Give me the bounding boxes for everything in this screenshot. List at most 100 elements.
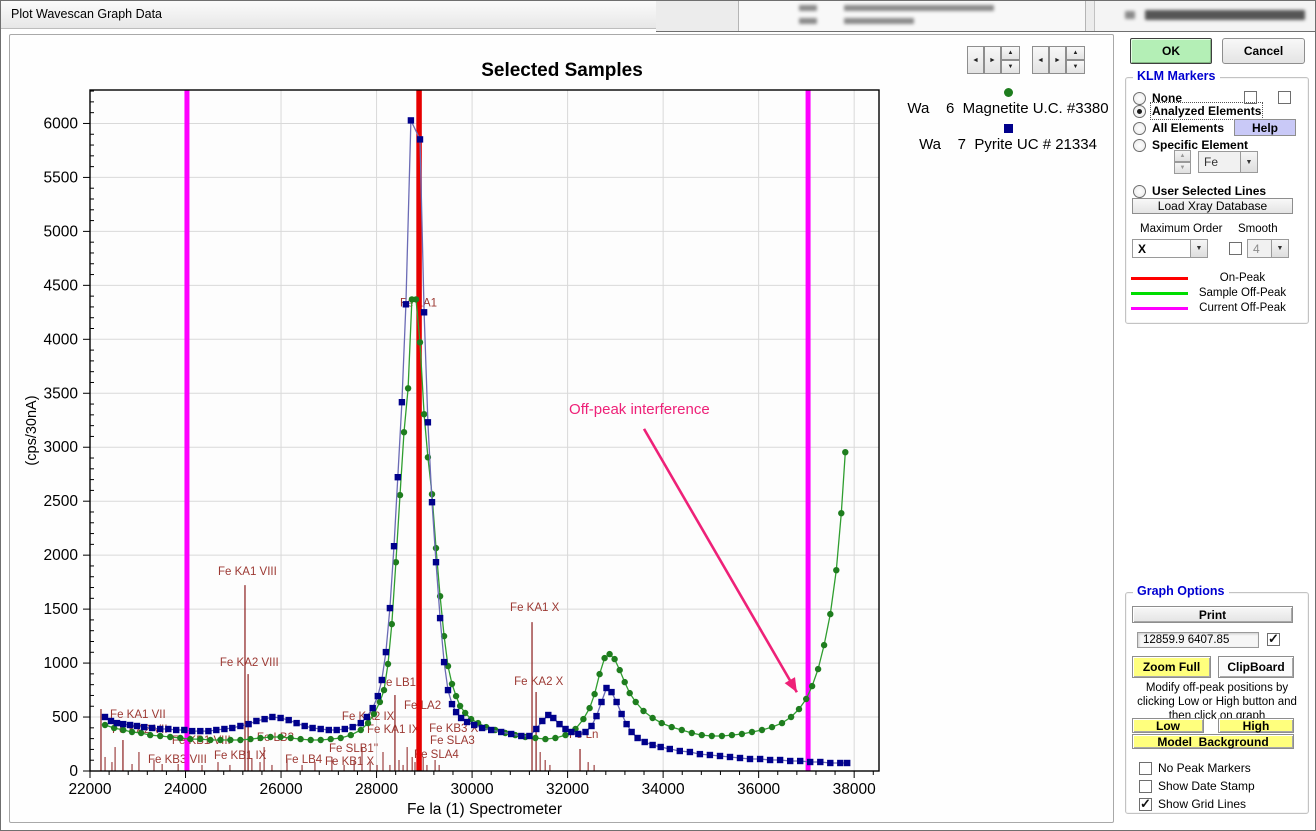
svg-text:5000: 5000 — [44, 223, 79, 240]
element-select[interactable]: Fe ▼ — [1198, 151, 1258, 173]
zoom-full-button[interactable]: Zoom Full — [1132, 656, 1211, 678]
legend-item-magnetite: Wa 6 Magnetite U.C. #3380 — [899, 88, 1117, 117]
chevron-down-icon: ▼ — [1240, 152, 1257, 172]
svg-text:30000: 30000 — [451, 781, 494, 798]
clipboard-button[interactable]: ClipBoard — [1218, 656, 1294, 678]
radio-none[interactable]: None — [1133, 91, 1182, 105]
radio-user-selected-lines-label: User Selected Lines — [1152, 184, 1267, 198]
klm-marker-label: Fe SLA4 — [414, 749, 459, 761]
arrow-left-button[interactable]: ◄ — [1032, 46, 1049, 74]
cursor-position-field[interactable]: 12859.9 6407.85 — [1137, 632, 1259, 648]
radio-all-elements[interactable]: All Elements — [1133, 121, 1224, 135]
klm-marker-label: Fe KA1 IX — [367, 724, 420, 736]
klm-marker-label: Fe KA2 VIII — [220, 657, 279, 669]
klm-marker-label: Fe KB1 X — [325, 756, 375, 768]
legend-row-on-peak: On-Peak — [1131, 272, 1297, 284]
radio-icon — [1133, 121, 1146, 135]
radio-analyzed-elements-label: Analyzed Elements — [1149, 102, 1264, 120]
radio-none-label: None — [1152, 91, 1182, 105]
klm-marker-label: Fe KB3 X — [429, 723, 479, 735]
radio-specific-element[interactable]: Specific Element — [1133, 138, 1248, 152]
checkbox-show-grid-lines[interactable]: Show Grid Lines — [1139, 796, 1247, 812]
help-button[interactable]: Help — [1234, 119, 1296, 136]
svg-text:28000: 28000 — [355, 781, 398, 798]
klm-marker-label: Fe LB1 — [379, 677, 416, 689]
sample-off-peak-label: Sample Off-Peak — [1198, 287, 1287, 299]
legend-row-current-off-peak: Current Off-Peak — [1131, 302, 1297, 314]
radio-user-selected-lines[interactable]: User Selected Lines — [1133, 184, 1266, 198]
klm-marker-label: Fe KA1 VIII — [218, 566, 277, 578]
radio-icon — [1133, 91, 1146, 105]
klm-group-title: KLM Markers — [1133, 69, 1220, 83]
klm-marker-label: Fe KA2 X — [514, 676, 564, 688]
svg-text:34000: 34000 — [642, 781, 685, 798]
element-spinner[interactable]: ▲ ▼ — [1174, 150, 1191, 174]
spin-up-button[interactable]: ▲ — [1174, 150, 1191, 162]
arrow-right-button[interactable]: ► — [1049, 46, 1066, 74]
legend-item-pyrite: Wa 7 Pyrite UC # 21334 — [899, 124, 1117, 153]
on-peak-label: On-Peak — [1219, 272, 1266, 284]
svg-text:0: 0 — [69, 763, 78, 780]
spin-up-button[interactable]: ▲ — [1066, 46, 1085, 60]
cancel-button[interactable]: Cancel — [1222, 38, 1305, 64]
arrow-left-button[interactable]: ◄ — [967, 46, 984, 74]
radio-icon — [1133, 184, 1146, 198]
klm-extra-checkbox-2[interactable] — [1278, 91, 1291, 104]
spin-up-button[interactable]: ▲ — [1001, 46, 1020, 60]
current-off-peak-line-swatch — [1131, 306, 1188, 310]
radio-specific-element-label: Specific Element — [1152, 138, 1249, 152]
load-xray-database-button[interactable]: Load Xray Database — [1132, 198, 1293, 214]
svg-text:38000: 38000 — [833, 781, 876, 798]
spin-down-button[interactable]: ▼ — [1066, 60, 1085, 74]
element-select-value: Fe — [1204, 155, 1219, 169]
chevron-down-icon: ▼ — [1271, 240, 1288, 257]
radio-analyzed-elements[interactable]: Analyzed Elements — [1133, 102, 1264, 120]
offpeak-adjust-cluster-1: ◄ ► ▲ ▼ — [967, 46, 1020, 74]
svg-text:3000: 3000 — [44, 439, 79, 456]
spin-down-button[interactable]: ▼ — [1001, 60, 1020, 74]
svg-text:4500: 4500 — [44, 277, 79, 294]
window-title: Plot Wavescan Graph Data — [11, 7, 162, 21]
smooth-select[interactable]: 4 ▼ — [1247, 239, 1289, 258]
high-button[interactable]: High — [1218, 718, 1294, 733]
radio-all-elements-label: All Elements — [1152, 121, 1225, 135]
x-axis-label: Fe la (1) Spectrometer — [407, 801, 562, 818]
ok-button[interactable]: OK — [1130, 38, 1212, 64]
klm-marker-label: Fe KB3 VIII — [148, 754, 207, 766]
klm-marker-label: Fe SLA3 — [430, 735, 475, 747]
current-off-peak-label: Current Off-Peak — [1199, 302, 1286, 314]
graph-options-group: Graph Options — [1125, 584, 1309, 814]
svg-text:2000: 2000 — [44, 547, 79, 564]
klm-marker-label: Fe KA1 X — [510, 602, 560, 614]
svg-text:24000: 24000 — [164, 781, 207, 798]
arrow-right-button[interactable]: ► — [984, 46, 1001, 74]
checkbox-no-peak-markers[interactable]: No Peak Markers — [1139, 761, 1251, 775]
svg-text:1000: 1000 — [44, 655, 79, 672]
svg-text:1500: 1500 — [44, 601, 79, 618]
klm-marker-label: Fe KB1 IX — [214, 750, 267, 762]
svg-text:36000: 36000 — [737, 781, 780, 798]
maximum-order-select[interactable]: X ▼ — [1132, 239, 1208, 258]
low-button[interactable]: Low — [1132, 718, 1204, 733]
maximum-order-label: Maximum Order — [1140, 223, 1223, 235]
smooth-checkbox[interactable] — [1229, 242, 1242, 255]
offpeak-adjust-cluster-2: ◄ ► ▲ ▼ — [1032, 46, 1085, 74]
klm-extra-checkbox-1[interactable] — [1244, 91, 1257, 104]
svg-text:3500: 3500 — [44, 385, 79, 402]
svg-text:6000: 6000 — [44, 115, 79, 132]
graph-options-title: Graph Options — [1133, 584, 1229, 598]
show-grid-lines-label: Show Grid Lines — [1158, 797, 1247, 811]
model-background-button[interactable]: Model Background — [1132, 734, 1294, 749]
klm-marker-label: Fe LB3 — [257, 732, 294, 744]
svg-text:26000: 26000 — [259, 781, 302, 798]
green-circle-marker-icon — [1003, 88, 1013, 97]
blue-square-marker-icon — [1003, 124, 1013, 133]
background-window-panel-right — [1094, 1, 1315, 31]
chart-legend: Wa 6 Magnetite U.C. #3380 Wa 7 Pyrite UC… — [899, 88, 1117, 153]
print-button[interactable]: Print — [1132, 606, 1293, 623]
spin-down-button[interactable]: ▼ — [1174, 162, 1191, 174]
checkbox-show-date-stamp[interactable]: Show Date Stamp — [1139, 779, 1255, 793]
cursor-position-checkbox[interactable] — [1267, 631, 1280, 647]
